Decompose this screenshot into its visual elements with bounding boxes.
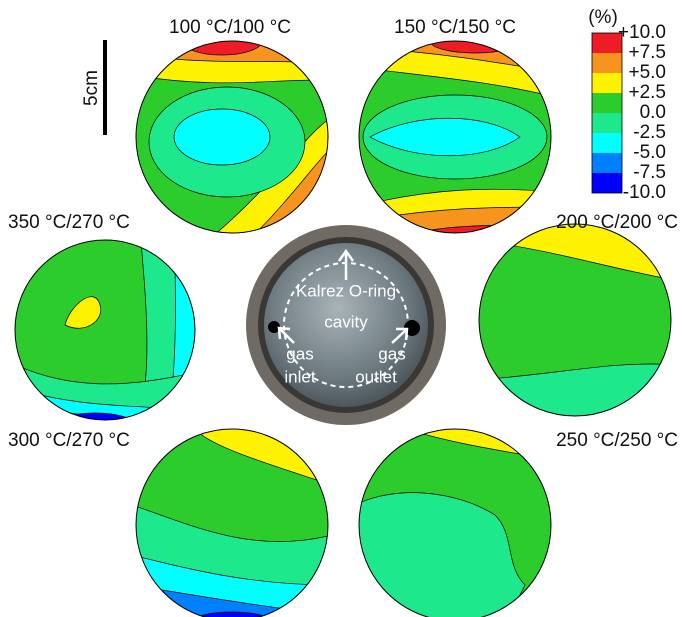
photo-label: outlet [355, 367, 397, 386]
contour-map [475, 220, 675, 420]
colorbar-label: +5.0 [628, 62, 666, 83]
colorbar-label: +7.5 [628, 42, 666, 63]
colorbar-band [592, 153, 622, 173]
panel-label: 350 °C/270 °C [8, 212, 130, 233]
photo-label: inlet [284, 367, 315, 386]
photo-label: Kalrez O-ring [296, 281, 396, 300]
panel-label: 200 °C/200 °C [556, 212, 678, 233]
figure: 5cm 100 °C/100 °C 150 °C/150 °C 350 °C/2… [0, 0, 682, 617]
photo: Kalrez O-ring cavity gas inlet gas outle… [246, 225, 446, 425]
colorbar-label: -5.0 [633, 142, 666, 163]
colorbar-band [592, 173, 622, 193]
colorbar-band [592, 73, 622, 93]
contour-map [355, 425, 555, 617]
photo-label: gas [378, 344, 405, 363]
panel-label: 150 °C/150 °C [394, 17, 516, 38]
colorbar-band [592, 93, 622, 113]
contour-map [355, 29, 555, 237]
colorbar-label: +10.0 [618, 22, 666, 43]
photo-label: gas [286, 344, 313, 363]
colorbar-label: -2.5 [633, 122, 666, 143]
contour-map [132, 425, 332, 617]
colorbar-unit: (%) [588, 7, 618, 28]
panel-label: 250 °C/250 °C [556, 430, 678, 451]
colorbar-band [592, 53, 622, 73]
colorbar-band [592, 113, 622, 133]
colorbar-label: +2.5 [628, 82, 666, 103]
photo-label: cavity [324, 312, 368, 331]
colorbar-label: -7.5 [633, 162, 666, 183]
colorbar-band [592, 133, 622, 153]
scale-label: 5cm [81, 70, 102, 106]
colorbar-label: -10.0 [623, 182, 666, 203]
colorbar-label: 0.0 [640, 102, 666, 123]
colorbar: +10.0+7.5+5.0+2.50.0-2.5-5.0-7.5-10.0 [592, 22, 666, 203]
panel-label: 100 °C/100 °C [169, 17, 291, 38]
contour-map [132, 27, 332, 237]
panel-label: 300 °C/270 °C [8, 430, 130, 451]
contour-map [5, 230, 205, 437]
